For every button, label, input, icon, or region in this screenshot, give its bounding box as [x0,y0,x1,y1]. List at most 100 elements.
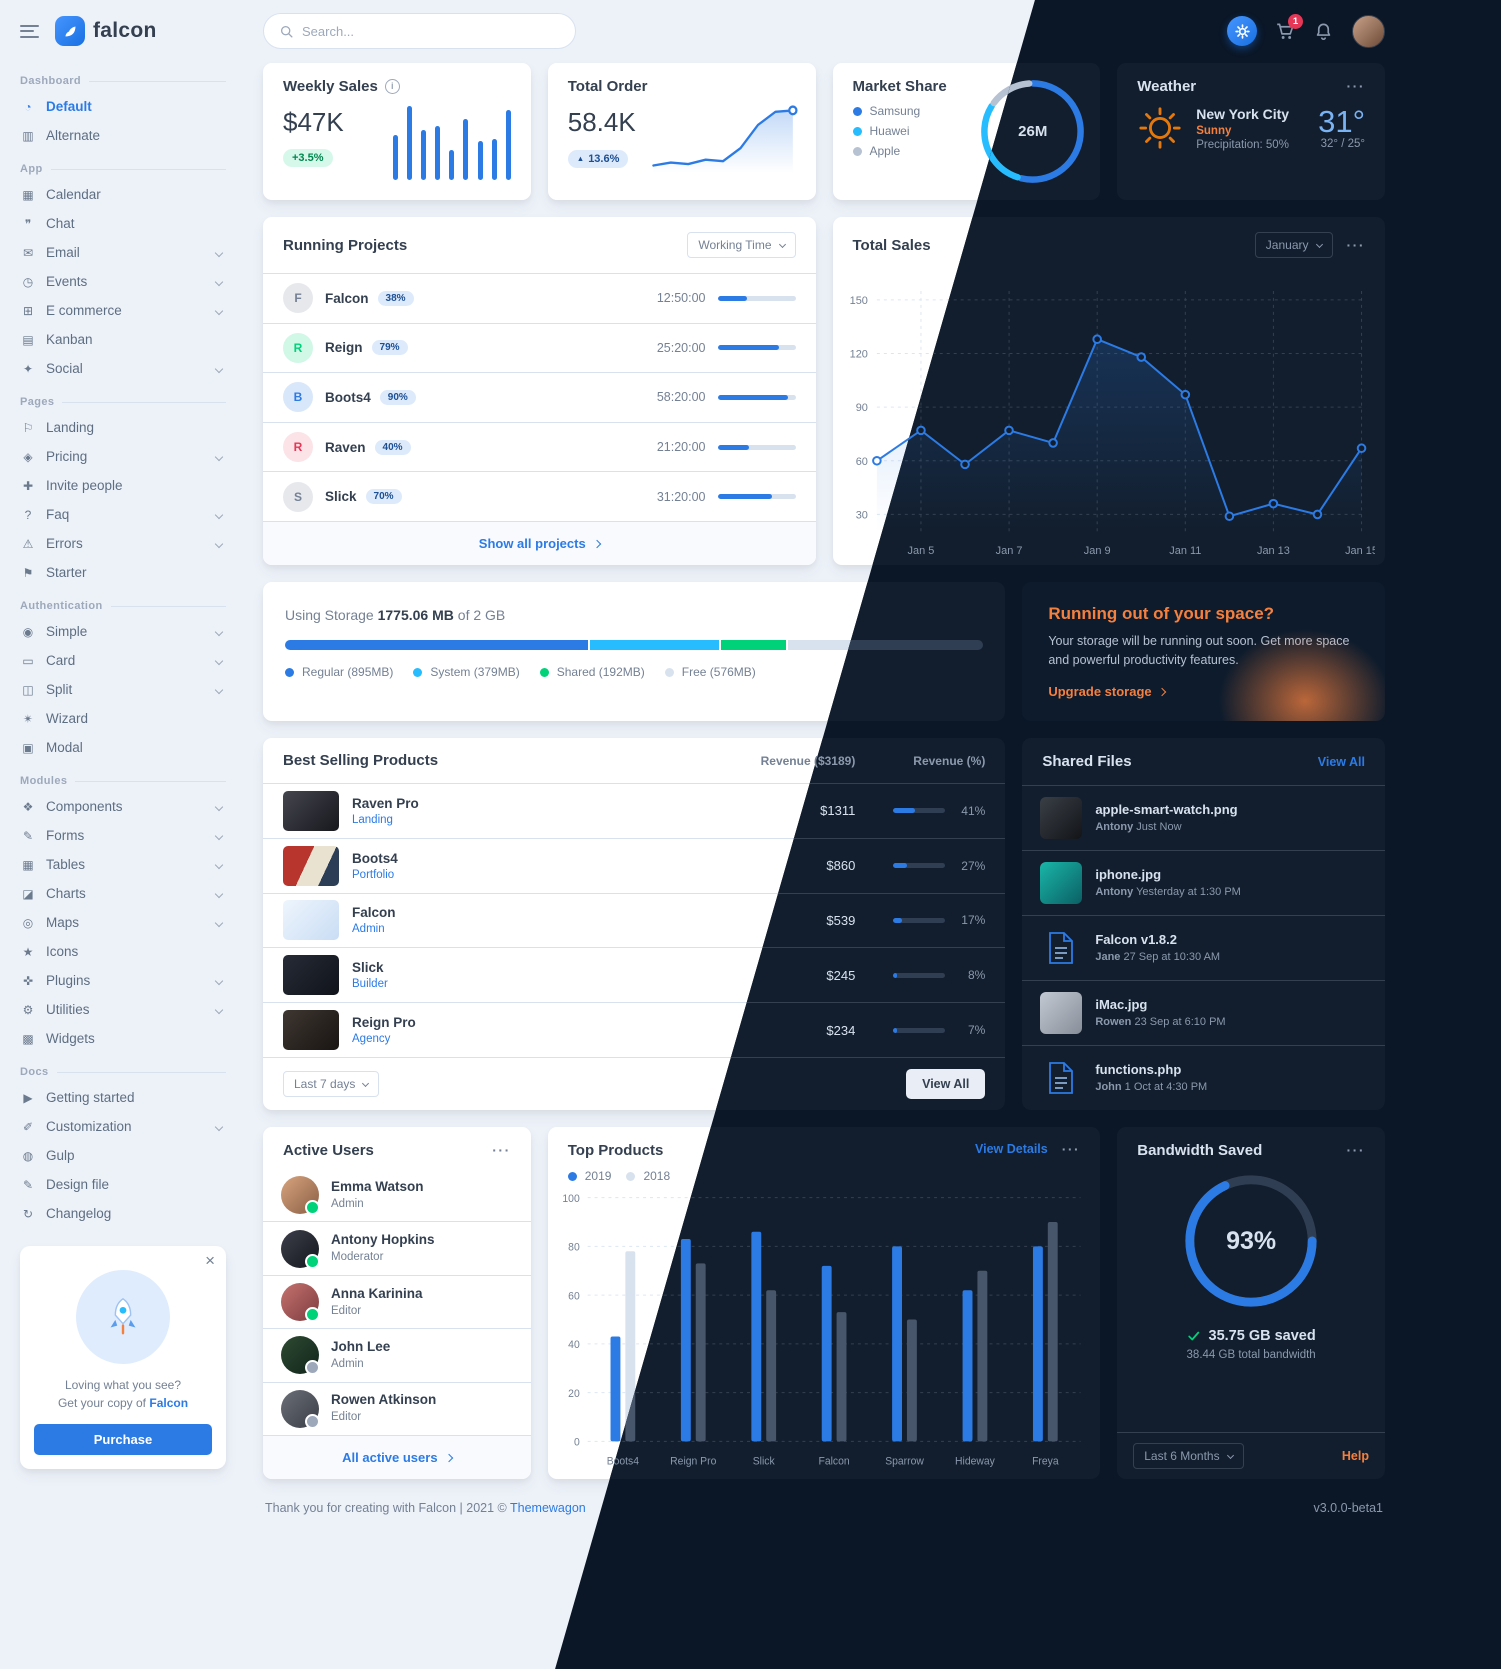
sidebar-item-chat[interactable]: ❞ Chat [20,209,226,238]
file-name-link[interactable]: Falcon v1.8.2 [1095,931,1177,947]
product-name-link[interactable]: Boots4 [352,850,398,866]
sidebar-item-design-file[interactable]: ✎ Design file [20,1170,226,1199]
all-active-users-link[interactable]: All active users [263,1435,531,1479]
svg-text:Jan 15: Jan 15 [1345,545,1375,557]
file-name-link[interactable]: iMac.jpg [1095,996,1148,1012]
view-all-button[interactable]: View All [906,1069,986,1099]
falcon-logo[interactable]: falcon [55,16,157,46]
sidebar-item-modal[interactable]: ▣ Modal [20,733,226,762]
sidebar-item-widgets[interactable]: ▩ Widgets [20,1024,226,1053]
notifications-bell-icon[interactable] [1314,22,1333,41]
sidebar-item-calendar[interactable]: ▦ Calendar [20,180,226,209]
legend-item: Samsung [852,104,1081,118]
project-name-link[interactable]: Reign [325,340,363,356]
card-menu-icon[interactable]: ··· [1061,1140,1081,1157]
card-auth-icon: ▭ [22,653,34,668]
help-link[interactable]: Help [1341,1449,1369,1463]
user-name-link[interactable]: Antony Hopkins [331,1232,435,1248]
project-name-link[interactable]: Falcon [325,290,369,306]
sidebar-item-social[interactable]: ✦ Social [20,354,226,383]
product-name-link[interactable]: Raven Pro [352,795,419,811]
product-name-link[interactable]: Reign Pro [352,1015,416,1031]
user-name-link[interactable]: John Lee [331,1338,391,1354]
project-name-link[interactable]: Boots4 [325,389,371,405]
card-menu-icon[interactable]: ··· [1346,78,1365,94]
sidebar-item-getting-started[interactable]: ▶ Getting started [20,1083,226,1112]
sidebar-item-kanban[interactable]: ▤ Kanban [20,325,226,354]
sidebar-item-tables[interactable]: ▦ Tables [20,850,226,879]
product-category-link[interactable]: Landing [352,813,393,826]
product-name-link[interactable]: Slick [352,960,384,976]
product-name-link[interactable]: Falcon [352,905,396,921]
sidebar-item-label: Getting started [46,1090,135,1105]
product-category-link[interactable]: Portfolio [352,868,395,881]
section-label-authentication: Authentication [20,600,103,612]
month-select[interactable]: January [1254,232,1333,258]
sidebar-item-invite-people[interactable]: ✚ Invite people [20,471,226,500]
period-select[interactable]: Last 7 days [283,1071,380,1097]
view-all-files-link[interactable]: View All [1317,754,1365,769]
user-name-link[interactable]: Anna Karinina [331,1285,423,1301]
sidebar-item-starter[interactable]: ⚑ Starter [20,558,226,587]
sidebar-item-gulp[interactable]: ◍ Gulp [20,1141,226,1170]
weather-card: Weather ··· New York City Sunny Precipit… [1117,63,1385,200]
sidebar-item-errors[interactable]: ⚠ Errors [20,529,226,558]
sidebar-item-wizard[interactable]: ✴ Wizard [20,704,226,733]
file-name-link[interactable]: apple-smart-watch.png [1095,801,1238,817]
docs-icon: ▶ [23,1090,33,1105]
sidebar-item-label: E commerce [46,303,122,318]
product-category-link[interactable]: Admin [352,923,385,936]
product-category-link[interactable]: Agency [352,1033,391,1046]
user-name-link[interactable]: Rowen Atkinson [331,1392,437,1408]
sidebar-item-icons[interactable]: ★ Icons [20,937,226,966]
sidebar-item-ecommerce[interactable]: ⊞ E commerce [20,296,226,325]
purchase-button[interactable]: Purchase [34,1424,212,1455]
themewagon-link[interactable]: Themewagon [510,1501,586,1515]
sidebar-item-customization[interactable]: ✐ Customization [20,1112,226,1141]
months-select[interactable]: Last 6 Months [1133,1443,1244,1469]
sidebar-item-default[interactable]: ◔ Default [20,92,226,121]
card-menu-icon[interactable]: ··· [1346,1142,1365,1158]
user-name-link[interactable]: Emma Watson [331,1178,424,1194]
sidebar-item-pricing[interactable]: ◈ Pricing [20,442,226,471]
sidebar-item-email[interactable]: ✉ Email [20,238,226,267]
sidebar-item-charts[interactable]: ◪ Charts [20,879,226,908]
sidebar-item-forms[interactable]: ✎ Forms [20,821,226,850]
cart-icon[interactable]: 1 [1276,13,1303,41]
file-name-link[interactable]: functions.php [1095,1061,1182,1077]
sidebar-item-maps[interactable]: ◎ Maps [20,908,226,937]
sidebar-item-components[interactable]: ❖ Components [20,792,226,821]
working-time-select[interactable]: Working Time [687,232,796,258]
market-share-legend: Samsung Huawei Apple [852,104,1081,158]
file-name-link[interactable]: iphone.jpg [1095,866,1162,882]
active-users-card: Active Users ··· Emma Watson Admin Antony… [263,1127,531,1479]
sidebar-item-utilities[interactable]: ⚙ Utilities [20,995,226,1024]
hamburger-menu-icon[interactable] [20,24,39,38]
total-order-line-chart [648,99,800,175]
sidebar-item-plugins[interactable]: ✜ Plugins [20,966,226,995]
sidebar-item-card[interactable]: ▭ Card [20,646,226,675]
show-all-projects-link[interactable]: Show all projects [263,521,816,565]
product-category-link[interactable]: Builder [352,978,388,991]
sidebar-item-faq[interactable]: ? Faq [20,500,226,529]
falcon-link[interactable]: Falcon [149,1396,189,1410]
card-menu-icon[interactable]: ··· [1346,236,1365,253]
card-menu-icon[interactable]: ··· [492,1142,511,1158]
info-icon[interactable]: i [384,79,400,94]
search-input[interactable] [302,23,559,39]
sidebar-item-label: Utilities [46,1002,90,1017]
project-name-link[interactable]: Raven [325,439,366,455]
close-icon[interactable]: × [205,1251,215,1270]
sidebar-item-simple[interactable]: ◉ Simple [20,617,226,646]
upgrade-storage-link[interactable]: Upgrade storage [1048,684,1359,699]
sidebar-item-events[interactable]: ◷ Events [20,267,226,296]
sidebar-item-changelog[interactable]: ↻ Changelog [20,1199,226,1228]
total-order-change-badge: ▲13.6% [567,149,629,168]
view-details-link[interactable]: View Details [975,1142,1048,1156]
user-avatar[interactable] [1352,14,1385,48]
sidebar-item-landing[interactable]: ⚐ Landing [20,413,226,442]
sidebar-item-split[interactable]: ◫ Split [20,675,226,704]
project-name-link[interactable]: Slick [325,489,357,505]
sidebar-item-alternate[interactable]: ▥ Alternate [20,121,226,150]
settings-gear-icon[interactable] [1227,16,1257,46]
